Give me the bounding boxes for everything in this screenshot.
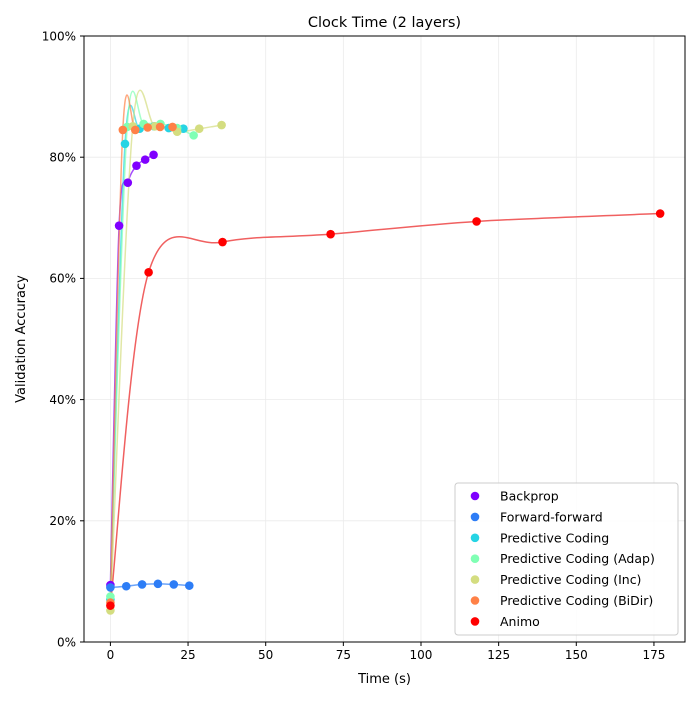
data-point: [184, 581, 194, 590]
data-point: [144, 268, 153, 277]
data-point: [123, 178, 133, 187]
legend-label: Predictive Coding (BiDir): [500, 593, 653, 608]
data-point: [137, 580, 147, 589]
data-point: [218, 237, 227, 247]
x-tick-label: 125: [487, 648, 510, 662]
y-tick-label: 0%: [57, 635, 76, 649]
y-tick-label: 100%: [42, 29, 76, 43]
legend: Backprop Forward-forward Predictive Coding…: [454, 482, 679, 636]
data-point: [655, 209, 665, 218]
data-point: [217, 120, 226, 130]
legend-label: Backprop: [500, 489, 559, 504]
point-layer: [106, 119, 665, 615]
data-point: [130, 125, 140, 135]
x-tick-label: 100: [410, 648, 433, 662]
legend-marker: [470, 533, 480, 543]
data-point: [149, 150, 158, 160]
y-tick-label: 40%: [49, 393, 76, 407]
x-tick-label: 0: [107, 648, 115, 662]
legend-box: [454, 482, 679, 636]
y-tick-label: 80%: [49, 151, 76, 165]
data-point: [168, 122, 177, 132]
data-point: [155, 122, 165, 132]
series-line: [109, 212, 661, 606]
legend-marker: [470, 554, 480, 563]
data-point: [106, 601, 115, 610]
data-point: [120, 139, 130, 149]
legend-label: Animo: [500, 614, 540, 629]
x-tick-label: 150: [565, 648, 588, 662]
x-tick-label: 75: [336, 648, 351, 662]
data-point: [106, 592, 115, 601]
data-point: [326, 229, 335, 239]
x-tick-label: 50: [258, 648, 273, 662]
y-axis-label: Validation Accuracy: [14, 275, 29, 403]
legend-label: Predictive Coding: [500, 530, 609, 545]
data-point: [194, 124, 204, 134]
data-point: [189, 131, 198, 140]
data-point: [132, 161, 141, 170]
data-point: [106, 583, 115, 592]
legend-marker: [470, 512, 480, 522]
data-point: [472, 217, 481, 226]
legend-marker: [470, 617, 480, 626]
legend-marker: [470, 491, 480, 501]
legend-label: Forward-forward: [500, 509, 603, 524]
plot-frame: [83, 35, 686, 643]
data-point: [121, 581, 131, 591]
data-point: [169, 580, 179, 589]
legend-marker: [470, 596, 480, 605]
data-point: [143, 123, 152, 132]
legend-marker: [470, 575, 480, 584]
y-tick-label: 20%: [49, 514, 76, 528]
data-point: [118, 125, 128, 135]
chart-title: Clock Time (2 layers): [308, 15, 461, 31]
y-tick-label: 60%: [49, 272, 76, 286]
legend-label: Predictive Coding (Inc): [500, 572, 641, 587]
data-point: [153, 579, 163, 589]
x-tick-label: 175: [642, 648, 665, 662]
axes-layer: 0 25 50 75 100 125 150 175 0% 20% 40% 60% 80% 100%: [42, 29, 686, 662]
data-point: [140, 155, 150, 164]
legend-label: Predictive Coding (Adap): [500, 551, 655, 566]
data-point: [114, 221, 124, 230]
x-axis-label: Time (s): [357, 672, 411, 687]
x-tick-label: 25: [180, 648, 195, 662]
